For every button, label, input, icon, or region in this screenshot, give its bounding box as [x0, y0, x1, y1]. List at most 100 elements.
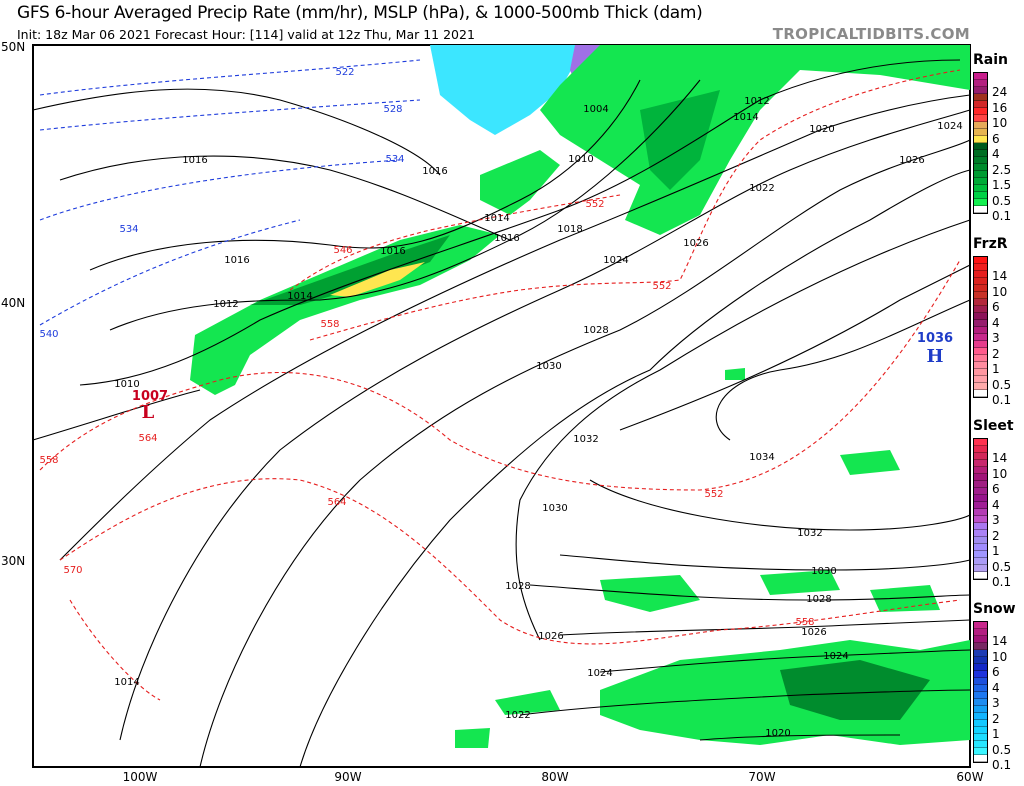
map-subtitle: Init: 18z Mar 06 2021 Forecast Hour: [11…	[17, 27, 475, 42]
isobar-label: 1032	[573, 434, 598, 445]
legend-swatch	[974, 643, 987, 650]
isobar-label: 1014	[114, 677, 139, 688]
legend-label: 10	[992, 649, 1008, 664]
isobar-label: 1034	[749, 452, 774, 463]
thickness-label: 552	[704, 489, 723, 500]
legend-swatch	[974, 73, 987, 80]
legend-swatch	[974, 460, 987, 467]
lon-label: 60W	[956, 770, 983, 784]
legend-colorbar	[973, 621, 988, 763]
legend-label: 0.5	[992, 742, 1012, 757]
thickness-red	[39, 69, 961, 701]
legend-swatch	[974, 713, 987, 720]
legend-swatch	[974, 334, 987, 341]
legend-swatch	[974, 453, 987, 460]
isobar-label: 1014	[484, 213, 509, 224]
legend-swatch	[974, 636, 987, 643]
legend-label: 2	[992, 346, 1000, 361]
isobar-label: 1026	[538, 631, 563, 642]
legend-swatch	[974, 171, 987, 178]
legend-label: 6	[992, 482, 1000, 496]
legend-swatch	[974, 439, 987, 446]
legend-swatch	[974, 467, 987, 474]
legend-swatch	[974, 678, 987, 685]
isobar-label: 1030	[542, 503, 567, 514]
thickness-label: 546	[333, 245, 352, 256]
legend-label: 0.1	[992, 758, 1012, 772]
legend-swatch	[974, 657, 987, 664]
legend-swatch	[974, 734, 987, 741]
legend-swatch	[974, 530, 987, 537]
thickness-label: 552	[652, 281, 671, 292]
legend-swatch	[974, 87, 987, 94]
legend-swatch	[974, 481, 987, 488]
legend-swatch	[974, 157, 987, 164]
legend-label: 4	[992, 315, 1000, 330]
isobar-label: 1032	[797, 528, 822, 539]
thickness-label: 552	[585, 199, 604, 210]
legend-label: 14	[992, 269, 1008, 283]
legend-swatch	[974, 185, 987, 192]
legend-label: 0.1	[992, 393, 1012, 407]
isobar-label: 1024	[587, 668, 612, 679]
legend-rain: Rain 24 16 10 6 4 2.5 1.5 0.5 0.1	[973, 52, 1023, 222]
thickness-label: 564	[327, 497, 346, 508]
legend-colorbar	[973, 438, 988, 580]
legend-colorbar	[973, 72, 988, 214]
legend-label: 4	[992, 497, 1000, 512]
thickness-label: 558	[795, 617, 814, 628]
thickness-blue	[39, 59, 421, 326]
legend-swatch	[974, 537, 987, 544]
legend-swatch	[974, 390, 987, 397]
legend-swatch	[974, 488, 987, 495]
lat-label: 40N	[1, 296, 25, 310]
legend-swatch	[974, 164, 987, 171]
legend-swatch	[974, 369, 987, 376]
isobar-label: 1022	[749, 183, 774, 194]
legend-label: 4	[992, 147, 1000, 161]
legend-swatch	[974, 650, 987, 657]
isobar-label: 1022	[505, 710, 530, 721]
legend-swatch	[974, 362, 987, 369]
thickness-label: 534	[119, 224, 138, 235]
isobar-label: 1010	[114, 379, 139, 390]
isobar-label: 1014	[287, 291, 312, 302]
legend-swatch	[974, 376, 987, 383]
isobar-label: 1016	[182, 155, 207, 166]
legend-swatch	[974, 699, 987, 706]
thickness-label: 558	[320, 319, 339, 330]
isobar-label: 1028	[806, 594, 831, 605]
legend-swatch	[974, 257, 987, 264]
legend-swatch	[974, 199, 987, 206]
thickness-label: 540	[39, 329, 58, 340]
legend-label: 4	[992, 680, 1000, 695]
lon-label: 100W	[123, 770, 158, 784]
legend-label: 0.5	[992, 377, 1012, 392]
isobar-label: 1030	[811, 566, 836, 577]
legend-swatch	[974, 355, 987, 362]
legend-title: Rain	[973, 52, 1008, 68]
legend-swatch	[974, 516, 987, 523]
legend-title: Snow	[973, 601, 1016, 617]
legend-swatch	[974, 558, 987, 565]
lon-label: 70W	[748, 770, 775, 784]
isobar-label: 1016	[422, 166, 447, 177]
legend-label: 3	[992, 331, 1000, 345]
isobar-label: 1028	[583, 325, 608, 336]
thickness-label: 522	[335, 67, 354, 78]
legend-swatch	[974, 122, 987, 129]
contour-labels: 1016 1016 1016 1016 1014 1014 1016 1018 1012 1010…	[39, 67, 962, 739]
legend-swatch	[974, 143, 987, 150]
legend-label: 0.1	[992, 575, 1012, 589]
precip-shading	[190, 45, 970, 748]
isobar-label: 1026	[801, 627, 826, 638]
legend-swatch	[974, 551, 987, 558]
thickness-label: 564	[138, 433, 157, 444]
legend-swatch	[974, 671, 987, 678]
legend-swatch	[974, 727, 987, 734]
isobar-label: 1030	[536, 361, 561, 372]
legend-swatch	[974, 94, 987, 101]
legend-swatch	[974, 755, 987, 762]
isobar-label: 1016	[494, 233, 519, 244]
legend-snow: Snow 14 10 6 4 3 2 1 0.5 0.1	[973, 601, 1023, 771]
